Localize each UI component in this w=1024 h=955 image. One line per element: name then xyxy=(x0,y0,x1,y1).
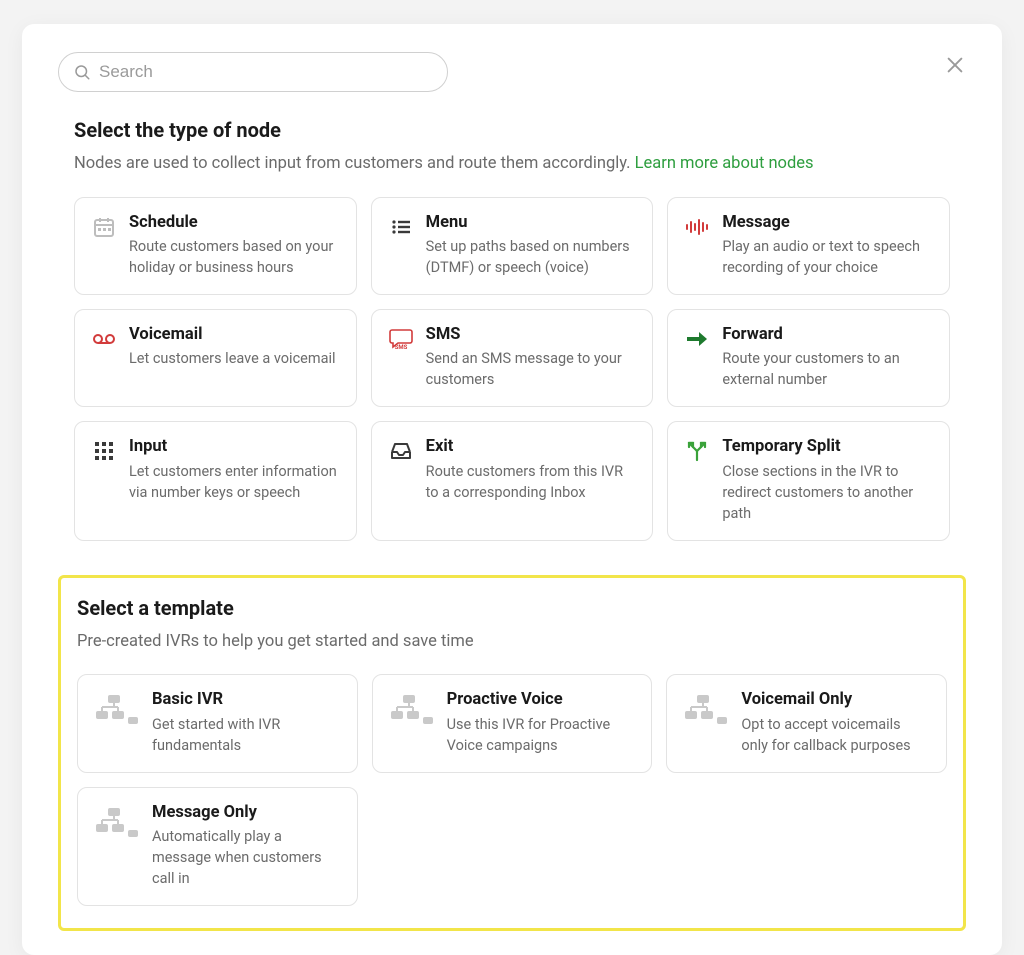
node-section-subtitle: Nodes are used to collect input from cus… xyxy=(74,152,950,177)
template-card-desc: Get started with IVR fundamentals xyxy=(152,714,341,756)
node-card-desc: Close sections in the IVR to redirect cu… xyxy=(722,461,933,524)
node-card-temporary-split[interactable]: Temporary Split Close sections in the IV… xyxy=(667,421,950,540)
template-card-title: Message Only xyxy=(152,802,341,824)
node-card-desc: Let customers leave a voicemail xyxy=(129,348,340,369)
template-card-title: Voicemail Only xyxy=(741,689,930,711)
node-card-desc: Let customers enter information via numb… xyxy=(129,461,340,503)
flow-template-icon xyxy=(389,693,435,729)
node-card-title: Schedule xyxy=(129,212,340,234)
node-card-desc: Play an audio or text to speech recordin… xyxy=(722,236,933,278)
template-section: Select a template Pre-created IVRs to he… xyxy=(58,575,966,931)
search-field[interactable] xyxy=(58,52,448,92)
node-section-subtitle-text: Nodes are used to collect input from cus… xyxy=(74,154,635,173)
template-grid: Basic IVR Get started with IVR fundament… xyxy=(77,674,947,906)
node-card-voicemail[interactable]: Voicemail Let customers leave a voicemai… xyxy=(74,309,357,407)
template-card-message-only[interactable]: Message Only Automatically play a messag… xyxy=(77,787,358,906)
node-card-exit[interactable]: Exit Route customers from this IVR to a … xyxy=(371,421,654,540)
close-icon xyxy=(944,54,966,76)
node-card-desc: Send an SMS message to your customers xyxy=(426,348,637,390)
node-picker-modal: Select the type of node Nodes are used t… xyxy=(22,24,1002,955)
template-card-desc: Opt to accept voicemails only for callba… xyxy=(741,714,930,756)
node-card-input[interactable]: Input Let customers enter information vi… xyxy=(74,421,357,540)
flow-template-icon xyxy=(683,693,729,729)
close-button[interactable] xyxy=(944,54,966,80)
inbox-icon xyxy=(388,438,414,464)
search-input[interactable] xyxy=(99,62,433,82)
node-card-desc: Set up paths based on numbers (DTMF) or … xyxy=(426,236,637,278)
template-card-basic-ivr[interactable]: Basic IVR Get started with IVR fundament… xyxy=(77,674,358,772)
voicemail-icon xyxy=(91,326,117,352)
node-card-menu[interactable]: Menu Set up paths based on numbers (DTMF… xyxy=(371,197,654,295)
search-bar-row xyxy=(22,52,1002,92)
node-type-section: Select the type of node Nodes are used t… xyxy=(22,118,1002,541)
node-card-title: Voicemail xyxy=(129,324,340,346)
node-card-title: Temporary Split xyxy=(722,436,933,458)
node-section-title: Select the type of node xyxy=(74,118,950,142)
node-card-forward[interactable]: Forward Route your customers to an exter… xyxy=(667,309,950,407)
template-section-subtitle: Pre-created IVRs to help you get started… xyxy=(77,630,947,655)
node-card-desc: Route customers based on your holiday or… xyxy=(129,236,340,278)
flow-template-icon xyxy=(94,693,140,729)
node-card-sms[interactable]: SMS SMS Send an SMS message to your cust… xyxy=(371,309,654,407)
node-card-title: Forward xyxy=(722,324,933,346)
node-card-title: SMS xyxy=(426,324,637,346)
node-card-desc: Route your customers to an external numb… xyxy=(722,348,933,390)
arrow-right-icon xyxy=(684,326,710,352)
template-card-voicemail-only[interactable]: Voicemail Only Opt to accept voicemails … xyxy=(666,674,947,772)
template-card-title: Basic IVR xyxy=(152,689,341,711)
learn-more-link[interactable]: Learn more about nodes xyxy=(635,154,814,173)
keypad-icon xyxy=(91,438,117,464)
template-section-title: Select a template xyxy=(77,596,947,620)
list-icon xyxy=(388,214,414,240)
svg-text:SMS: SMS xyxy=(394,344,407,351)
node-card-schedule[interactable]: Schedule Route customers based on your h… xyxy=(74,197,357,295)
template-card-desc: Automatically play a message when custom… xyxy=(152,826,341,889)
template-card-desc: Use this IVR for Proactive Voice campaig… xyxy=(447,714,636,756)
node-grid: Schedule Route customers based on your h… xyxy=(74,197,950,541)
search-icon xyxy=(73,63,91,81)
node-card-desc: Route customers from this IVR to a corre… xyxy=(426,461,637,503)
node-card-title: Exit xyxy=(426,436,637,458)
node-card-title: Menu xyxy=(426,212,637,234)
node-card-message[interactable]: Message Play an audio or text to speech … xyxy=(667,197,950,295)
flow-template-icon xyxy=(94,806,140,842)
split-icon xyxy=(684,438,710,464)
sms-icon: SMS xyxy=(388,326,414,352)
calendar-icon xyxy=(91,214,117,240)
template-card-title: Proactive Voice xyxy=(447,689,636,711)
node-card-title: Message xyxy=(722,212,933,234)
template-card-proactive-voice[interactable]: Proactive Voice Use this IVR for Proacti… xyxy=(372,674,653,772)
node-card-title: Input xyxy=(129,436,340,458)
audio-wave-icon xyxy=(684,214,710,240)
